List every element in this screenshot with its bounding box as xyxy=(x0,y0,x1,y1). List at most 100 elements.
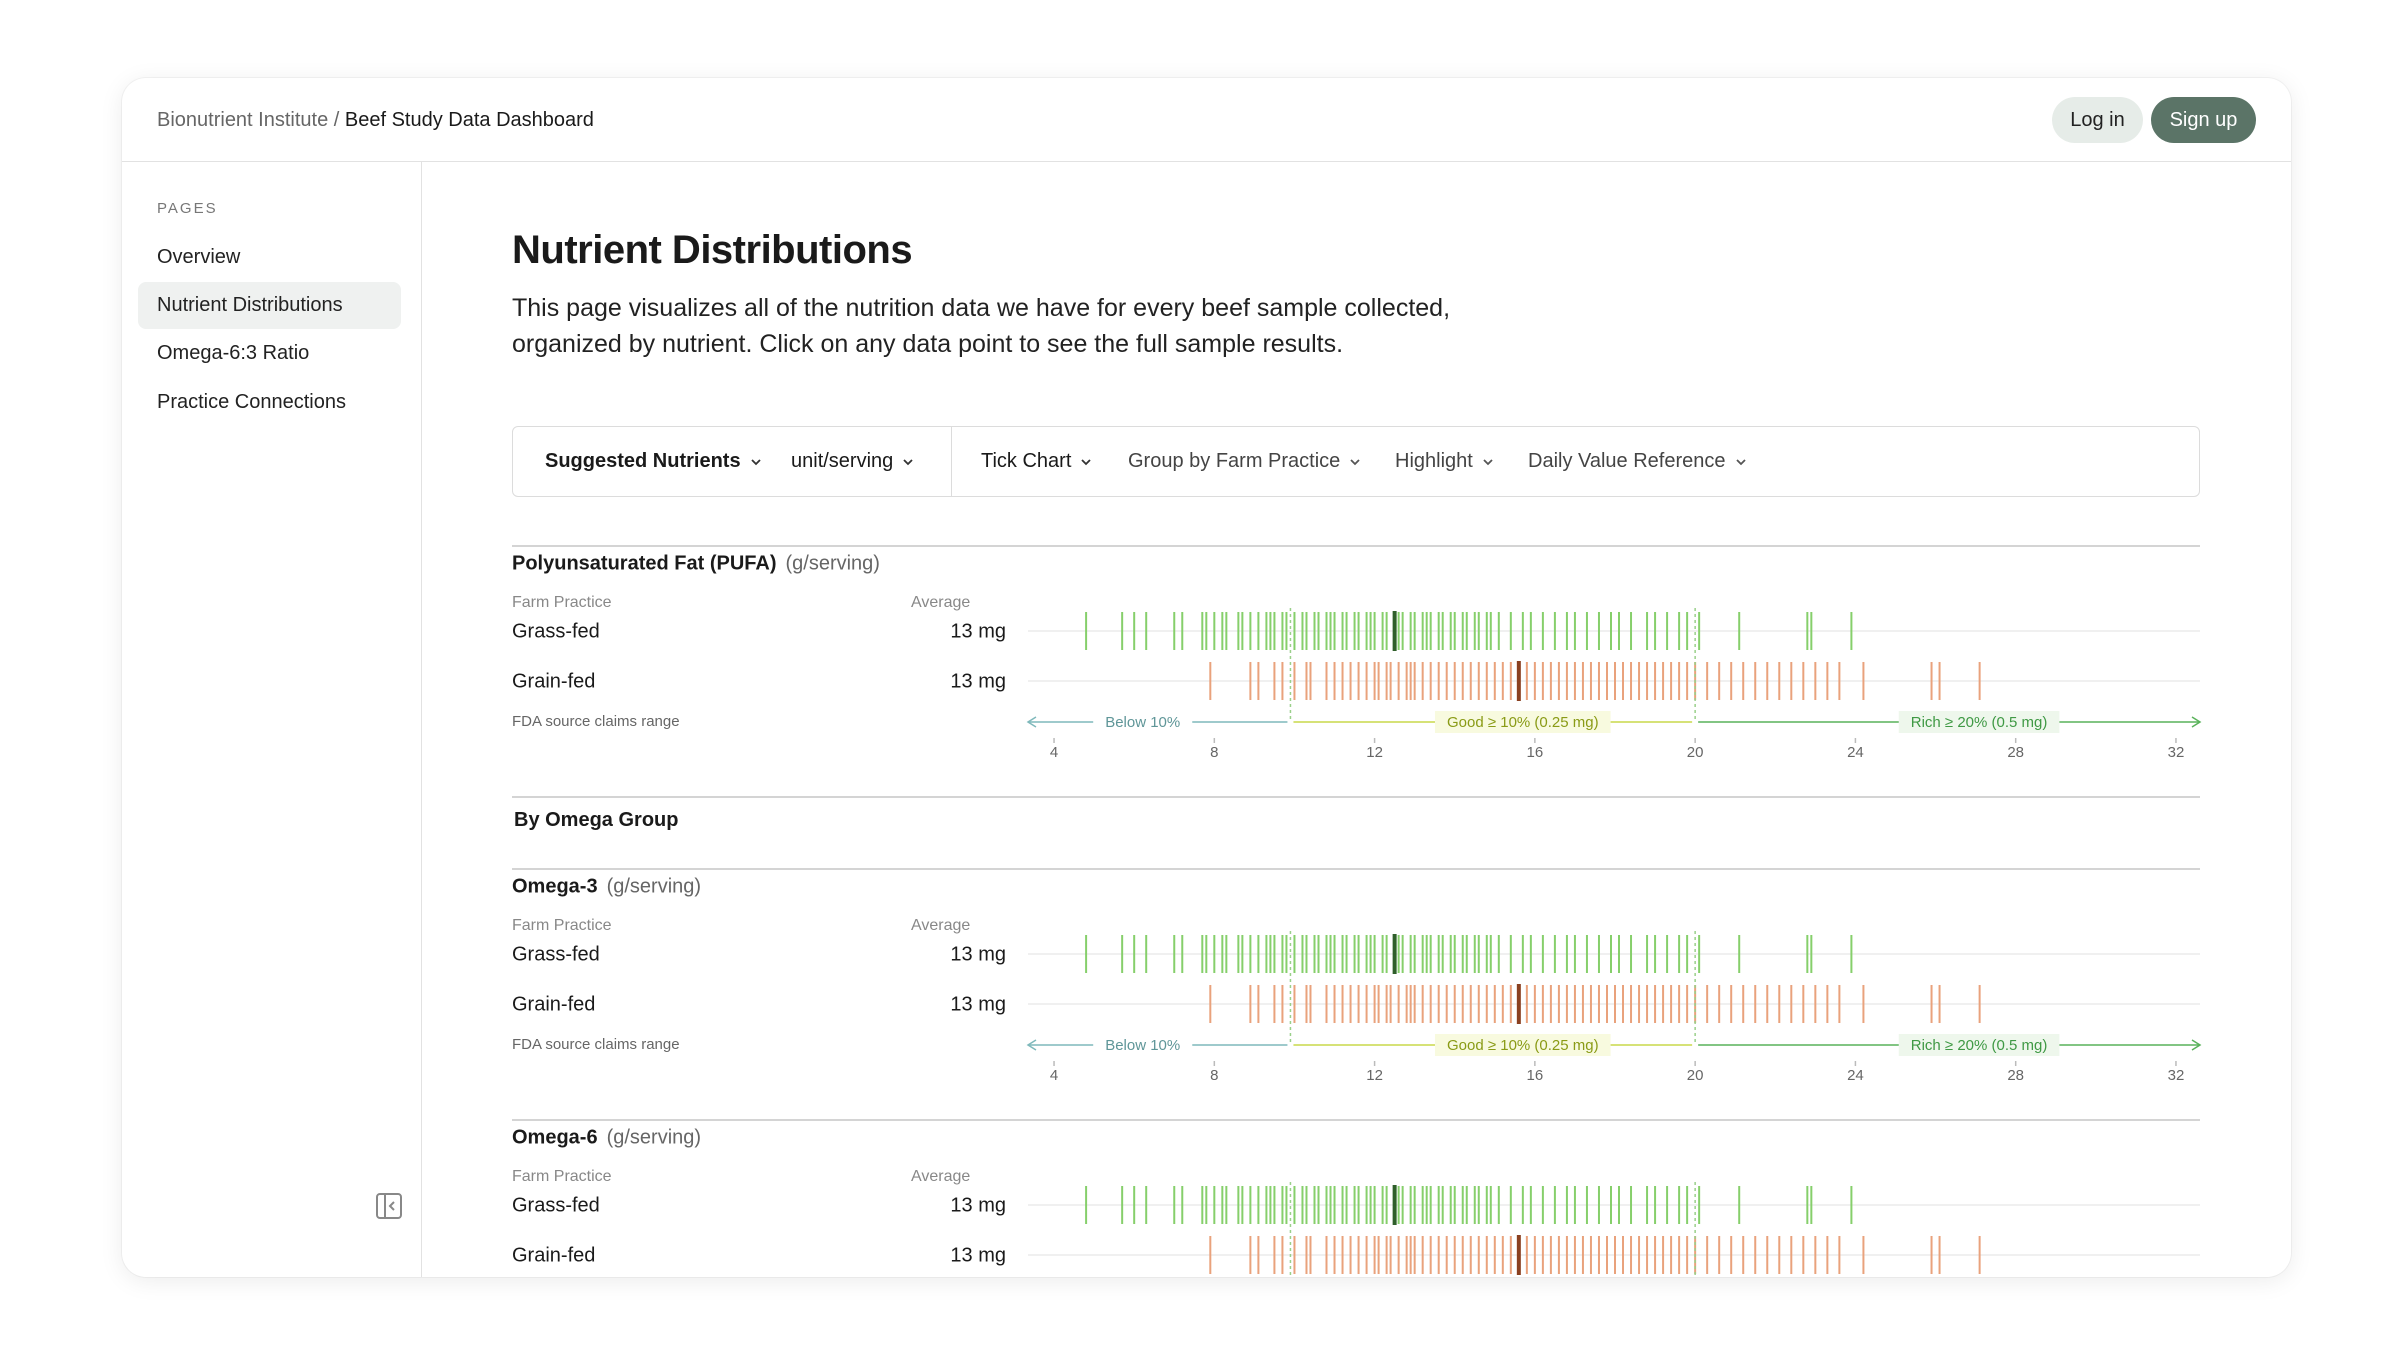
toolbar-item[interactable]: Highlight xyxy=(1395,450,1495,473)
toolbar-item[interactable]: Suggested Nutrients xyxy=(545,450,763,473)
x-tick-label: 12 xyxy=(1366,1067,1383,1084)
range-caption: FDA source claims range xyxy=(512,1036,680,1053)
group-label: Farm Practice xyxy=(512,1168,612,1185)
x-tick-label: 16 xyxy=(1527,1067,1544,1084)
chart-layer: Polyunsaturated Fat (PUFA) (g/serving) Far… xyxy=(512,545,2202,1277)
range-arrow xyxy=(2191,716,2202,728)
collapse-icon[interactable] xyxy=(375,1192,403,1220)
x-tick-label: 4 xyxy=(1050,744,1058,761)
toolbar-label: unit/serving xyxy=(791,450,894,472)
breadcrumb-page: Beef Study Data Dashboard xyxy=(344,109,594,131)
range-arrow xyxy=(1026,716,1037,728)
signup-button[interactable]: Sign up xyxy=(2151,97,2256,143)
range-label: Rich ≥ 20% (0.5 mg) xyxy=(1911,714,2048,731)
toolbar-label: Tick Chart xyxy=(981,450,1072,472)
range-arrow xyxy=(2191,1039,2202,1051)
chart-title: Omega-3 xyxy=(512,875,598,897)
tick-series xyxy=(1085,612,1853,650)
x-tick-label: 24 xyxy=(1847,744,1864,761)
toolbar-label: Suggested Nutrients xyxy=(545,450,741,472)
series-average: 13 mg xyxy=(950,943,1006,965)
range-label: Good ≥ 10% (0.25 mg) xyxy=(1447,714,1599,731)
series-name: Grain-fed xyxy=(512,993,595,1015)
average-label: Average xyxy=(911,917,970,934)
x-tick-label: 20 xyxy=(1687,1067,1704,1084)
chart-title: Polyunsaturated Fat (PUFA) xyxy=(512,552,776,574)
login-button[interactable]: Log in xyxy=(2052,97,2143,143)
group-heading: By Omega Group xyxy=(514,809,679,831)
x-tick-label: 32 xyxy=(2168,744,2185,761)
toolbar: Suggested Nutrients unit/serving Tick Ch… xyxy=(512,426,2200,497)
average-label: Average xyxy=(911,1168,970,1185)
chevron xyxy=(903,458,913,465)
x-tick-label: 28 xyxy=(2007,1067,2024,1084)
x-tick-label: 8 xyxy=(1210,1067,1218,1084)
group-divider xyxy=(512,796,2200,798)
range-arrow xyxy=(1026,1039,1037,1051)
tick-series xyxy=(1209,985,1981,1023)
breadcrumb: Bionutrient Institute / Beef Study Data … xyxy=(157,108,594,132)
average-label: Average xyxy=(911,594,970,611)
chevron xyxy=(1081,458,1092,465)
range-label-bg xyxy=(1898,1034,2060,1056)
dashboard-card: Polyunsaturated Fat (PUFA) (g/serving) Far… xyxy=(122,78,2291,1277)
chevron xyxy=(1735,458,1746,465)
chart-unit: (g/serving) xyxy=(607,875,701,897)
x-tick-label: 8 xyxy=(1210,744,1218,761)
x-tick-label: 12 xyxy=(1366,744,1383,761)
group-label: Farm Practice xyxy=(512,594,612,611)
toolbar-label: Group by Farm Practice xyxy=(1128,450,1341,472)
series-name: Grass-fed xyxy=(512,943,600,965)
active-nav-bg xyxy=(138,282,401,329)
series-name: Grass-fed xyxy=(512,1194,600,1216)
chart-unit: (g/serving) xyxy=(785,552,879,574)
page-description: This page visualizes all of the nutritio… xyxy=(512,294,1451,358)
chevron xyxy=(1350,458,1360,465)
range-label-bg xyxy=(1434,711,1611,733)
page-title: Nutrient Distributions xyxy=(512,228,913,272)
x-tick-label: 20 xyxy=(1687,744,1704,761)
range-label-bg xyxy=(1093,1034,1193,1056)
nav-item[interactable]: Overview xyxy=(157,246,241,268)
toolbar-item[interactable]: unit/serving xyxy=(791,450,915,473)
series-average: 13 mg xyxy=(950,993,1006,1015)
series-average: 13 mg xyxy=(950,1244,1006,1266)
series-name: Grain-fed xyxy=(512,1244,595,1266)
nav-item[interactable]: Nutrient Distributions xyxy=(157,294,343,316)
chart-title: Omega-6 xyxy=(512,1126,598,1148)
sidebar-heading: PAGES xyxy=(157,200,218,217)
toolbar-item[interactable]: Tick Chart xyxy=(981,450,1093,473)
range-label: Below 10% xyxy=(1105,714,1180,731)
x-tick-label: 28 xyxy=(2007,744,2024,761)
toolbar-item[interactable]: Group by Farm Practice xyxy=(1128,450,1362,473)
tick-series xyxy=(1085,935,1853,973)
range-label-bg xyxy=(1898,711,2060,733)
header-divider xyxy=(122,161,2291,162)
chevron xyxy=(1483,458,1493,465)
range-label-bg xyxy=(1093,711,1193,733)
series-name: Grass-fed xyxy=(512,620,600,642)
toolbar-divider xyxy=(951,427,952,496)
x-tick-label: 4 xyxy=(1050,1067,1058,1084)
range-label: Rich ≥ 20% (0.5 mg) xyxy=(1911,1037,2048,1054)
sidebar-divider xyxy=(421,162,422,1277)
range-label: Good ≥ 10% (0.25 mg) xyxy=(1447,1037,1599,1054)
toolbar-label: Daily Value Reference xyxy=(1528,450,1726,472)
nav-item[interactable]: Omega-6:3 Ratio xyxy=(157,342,310,364)
series-average: 13 mg xyxy=(950,670,1006,692)
group-label: Farm Practice xyxy=(512,917,612,934)
x-tick-label: 32 xyxy=(2168,1067,2185,1084)
range-caption: FDA source claims range xyxy=(512,713,680,730)
x-tick-label: 24 xyxy=(1847,1067,1864,1084)
range-label: Below 10% xyxy=(1105,1037,1180,1054)
nav-item[interactable]: Practice Connections xyxy=(157,391,346,413)
tick-series xyxy=(1209,662,1981,700)
chart-unit: (g/serving) xyxy=(607,1126,701,1148)
series-average: 13 mg xyxy=(950,1194,1006,1216)
toolbar-item[interactable]: Daily Value Reference xyxy=(1528,450,1748,473)
breadcrumb-org[interactable]: Bionutrient Institute / xyxy=(157,109,340,131)
x-tick-label: 16 xyxy=(1527,744,1544,761)
range-label-bg xyxy=(1434,1034,1611,1056)
series-average: 13 mg xyxy=(950,620,1006,642)
